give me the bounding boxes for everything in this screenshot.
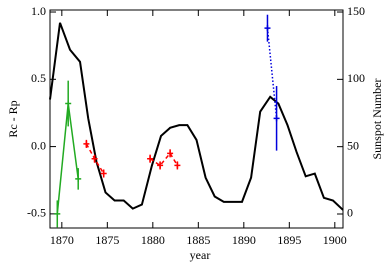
y-axis-label: Rc - Rp <box>6 100 20 137</box>
series-line <box>266 28 278 119</box>
data-point <box>264 25 271 32</box>
data-point <box>65 100 72 107</box>
data-point <box>273 115 280 122</box>
data-point <box>100 170 107 177</box>
x-tick-label: 1895 <box>277 233 301 247</box>
y2-tick-label: 50 <box>347 138 359 152</box>
y2-axis-label: Sunspot Number <box>370 78 384 159</box>
x-tick-label: 1890 <box>232 233 256 247</box>
data-point <box>91 155 98 162</box>
data-point <box>167 150 174 157</box>
x-tick-label: 1880 <box>141 233 165 247</box>
data-point <box>174 162 181 169</box>
series-line <box>85 143 179 174</box>
x-tick-label: 1870 <box>50 233 74 247</box>
data-point <box>157 162 164 169</box>
x-tick-label: 1900 <box>323 233 347 247</box>
y-tick-label: 0.0 <box>31 138 46 152</box>
series-line <box>49 22 344 211</box>
y-tick-label: 1.0 <box>31 4 46 18</box>
data-point <box>54 210 61 217</box>
data-point <box>75 175 82 182</box>
y-tick-label: 0.5 <box>31 71 46 85</box>
y2-tick-label: 150 <box>347 4 365 18</box>
plot-frame <box>49 9 344 229</box>
data-point <box>147 155 154 162</box>
y-tick-label: -0.5 <box>27 206 46 220</box>
x-tick-label: 1875 <box>95 233 119 247</box>
data-point <box>83 140 90 147</box>
x-axis-label: year <box>190 248 211 262</box>
y2-tick-label: 0 <box>347 206 353 220</box>
y2-tick-label: 100 <box>347 71 365 85</box>
x-tick-label: 1885 <box>186 233 210 247</box>
